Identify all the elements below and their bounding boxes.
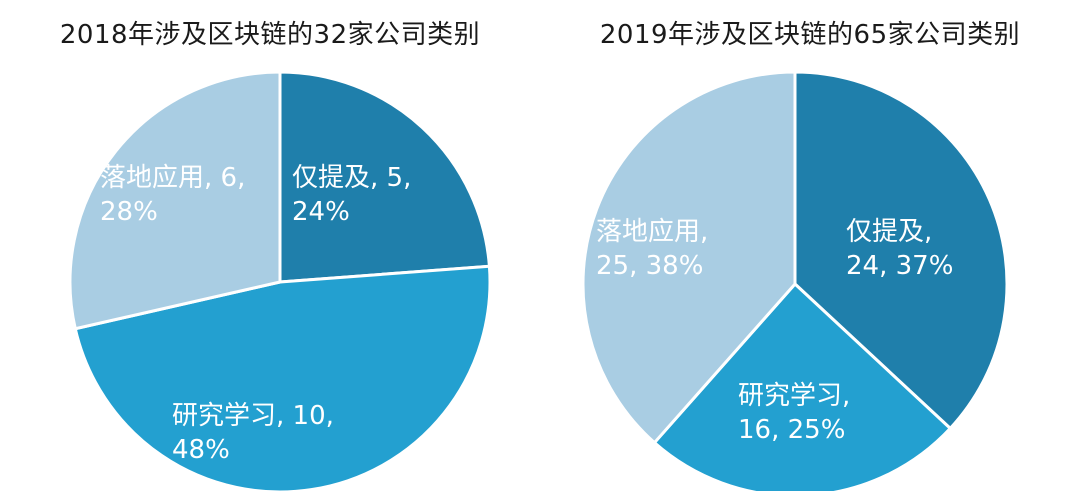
pie-slice	[652, 281, 953, 491]
chart-title: 2019年涉及区块链的65家公司类别	[599, 20, 1021, 50]
pie-chart-2019: 仅提及, 24, 37% 研究学习, 16, 25% 落地应用, 25, 38%	[581, 70, 1009, 491]
pie-slice	[278, 70, 492, 284]
slice-data-label: 仅提及, 5, 24%	[292, 163, 411, 227]
pie-chart-2018: 仅提及, 5, 24% 研究学习, 10, 48% 落地应用, 6, 28%	[68, 70, 492, 491]
pie-slice	[581, 70, 797, 445]
slice-data-label: 落地应用, 25, 38%	[596, 217, 708, 281]
pie-slice	[73, 264, 492, 491]
slice-data-label: 仅提及, 24, 37%	[846, 217, 953, 281]
chart-2018: 2018年涉及区块链的32家公司类别 仅提及, 5, 24% 研究学习, 10, 48…	[59, 20, 492, 491]
pie-slice	[793, 70, 1009, 431]
slice-data-label: 研究学习, 10, 48%	[172, 401, 334, 465]
slice-data-label: 落地应用, 6, 28%	[100, 163, 245, 227]
chart-title: 2018年涉及区块链的32家公司类别	[59, 20, 481, 50]
chart-2019: 2019年涉及区块链的65家公司类别 仅提及, 24, 37% 研究学习, 16, 2…	[540, 0, 1080, 491]
pie-slice	[68, 70, 282, 331]
slice-data-label: 研究学习, 16, 25%	[738, 381, 850, 445]
